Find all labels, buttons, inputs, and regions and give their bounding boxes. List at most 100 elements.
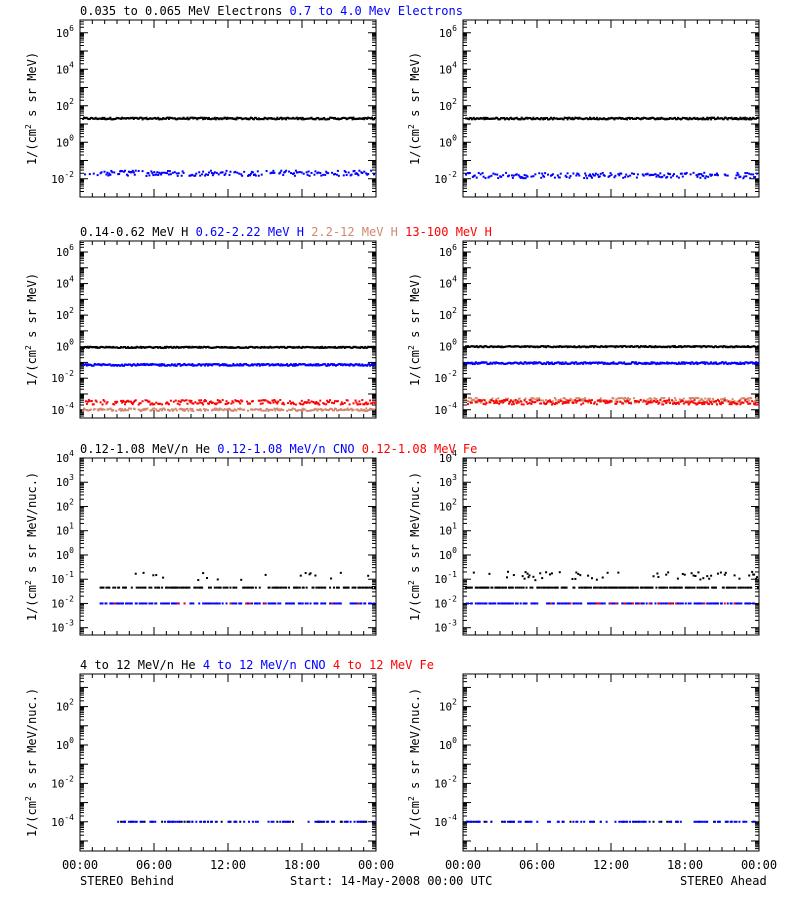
data-point-blue xyxy=(748,172,751,175)
data-point-black xyxy=(484,116,487,119)
data-point-black xyxy=(520,586,523,589)
data-point-black xyxy=(747,345,750,348)
data-point-blue xyxy=(473,174,476,177)
data-point-red xyxy=(659,398,662,401)
data-point-blue xyxy=(335,602,338,605)
data-point-blue xyxy=(676,362,679,365)
data-point-blue xyxy=(518,175,521,178)
data-point-blue xyxy=(200,364,203,367)
data-point-black xyxy=(324,586,327,589)
data-point-black xyxy=(579,574,582,577)
data-point-red xyxy=(574,399,577,402)
data-point-salmon xyxy=(264,409,267,412)
data-point-blue xyxy=(234,170,237,173)
data-point-black xyxy=(506,570,509,573)
data-point-blue xyxy=(101,602,104,605)
data-point-red xyxy=(364,402,367,405)
data-point-red xyxy=(528,402,531,405)
data-point-blue xyxy=(608,175,611,178)
data-point-blue xyxy=(593,174,596,177)
data-point-red xyxy=(498,402,501,405)
data-point-red xyxy=(507,402,510,405)
data-point-black xyxy=(509,116,512,119)
data-point-blue xyxy=(502,174,505,177)
data-point-red xyxy=(258,399,261,402)
data-point-red xyxy=(666,399,669,402)
data-point-black xyxy=(551,118,554,121)
data-point-blue xyxy=(280,363,283,366)
data-point-blue xyxy=(229,170,232,173)
data-point-blue xyxy=(642,174,645,177)
data-point-blue xyxy=(303,363,306,366)
data-point-blue xyxy=(644,363,647,366)
data-point-black xyxy=(531,118,534,121)
data-point-red xyxy=(723,399,726,402)
data-point-black xyxy=(685,117,688,120)
data-point-blue xyxy=(175,172,178,175)
data-point-red xyxy=(272,401,275,404)
data-point-red xyxy=(704,401,707,404)
data-point-red xyxy=(331,401,334,404)
data-point-blue xyxy=(209,169,212,172)
data-point-red xyxy=(224,403,227,406)
data-point-salmon xyxy=(473,400,476,403)
data-point-black xyxy=(308,573,311,576)
data-point-black xyxy=(339,571,342,574)
data-point-blue xyxy=(223,174,226,177)
data-point-salmon xyxy=(204,409,207,412)
data-point-red xyxy=(480,399,483,402)
data-point-blue xyxy=(635,176,638,179)
data-point-red xyxy=(627,400,630,403)
data-point-red xyxy=(241,400,244,403)
data-point-red xyxy=(287,402,290,405)
data-point-blue xyxy=(636,173,639,176)
y-axis-label: 1/(cm2 s sr MeV/nuc.) xyxy=(407,472,422,621)
data-point-blue xyxy=(307,170,310,173)
data-point-blue xyxy=(561,361,564,364)
data-point-blue xyxy=(208,602,211,605)
data-point-blue xyxy=(578,174,581,177)
data-point-salmon xyxy=(243,408,246,411)
data-point-black xyxy=(548,117,551,120)
data-point-blue xyxy=(734,177,737,180)
data-point-blue xyxy=(496,173,499,176)
data-point-black xyxy=(626,118,629,121)
data-point-black xyxy=(689,586,692,589)
data-point-blue xyxy=(257,174,260,177)
data-point-red xyxy=(671,399,674,402)
data-point-red xyxy=(358,400,361,403)
data-point-red xyxy=(328,400,331,403)
data-point-blue xyxy=(190,602,193,605)
data-point-salmon xyxy=(189,407,192,410)
data-point-red xyxy=(317,402,320,405)
data-point-blue xyxy=(161,171,164,174)
data-point-blue xyxy=(324,173,327,176)
data-point-red xyxy=(176,602,179,605)
data-point-blue xyxy=(201,173,204,176)
data-point-salmon xyxy=(529,400,532,403)
data-point-blue xyxy=(630,362,633,365)
data-point-salmon xyxy=(303,408,306,411)
panel-legend: 0.14-0.62 MeV H 0.62-2.22 MeV H 2.2-12 M… xyxy=(80,225,492,239)
data-point-blue xyxy=(675,175,678,178)
data-point-blue xyxy=(627,175,630,178)
legend-entry: 0.12-1.08 MeV/n CNO xyxy=(210,442,355,456)
data-point-blue xyxy=(202,602,205,605)
data-point-red xyxy=(90,400,93,403)
data-point-red xyxy=(274,400,277,403)
data-point-black xyxy=(103,116,106,119)
data-point-salmon xyxy=(140,409,143,412)
data-point-blue xyxy=(373,602,376,605)
data-point-red xyxy=(515,402,518,405)
data-point-black xyxy=(330,577,333,580)
data-point-blue xyxy=(133,173,136,176)
data-point-blue xyxy=(293,174,296,177)
data-point-black xyxy=(670,586,673,589)
data-point-salmon xyxy=(331,408,334,411)
data-point-red xyxy=(340,401,343,404)
data-point-salmon xyxy=(192,409,195,412)
data-point-blue xyxy=(198,602,201,605)
data-point-black xyxy=(707,118,710,121)
data-point-blue xyxy=(357,364,360,367)
